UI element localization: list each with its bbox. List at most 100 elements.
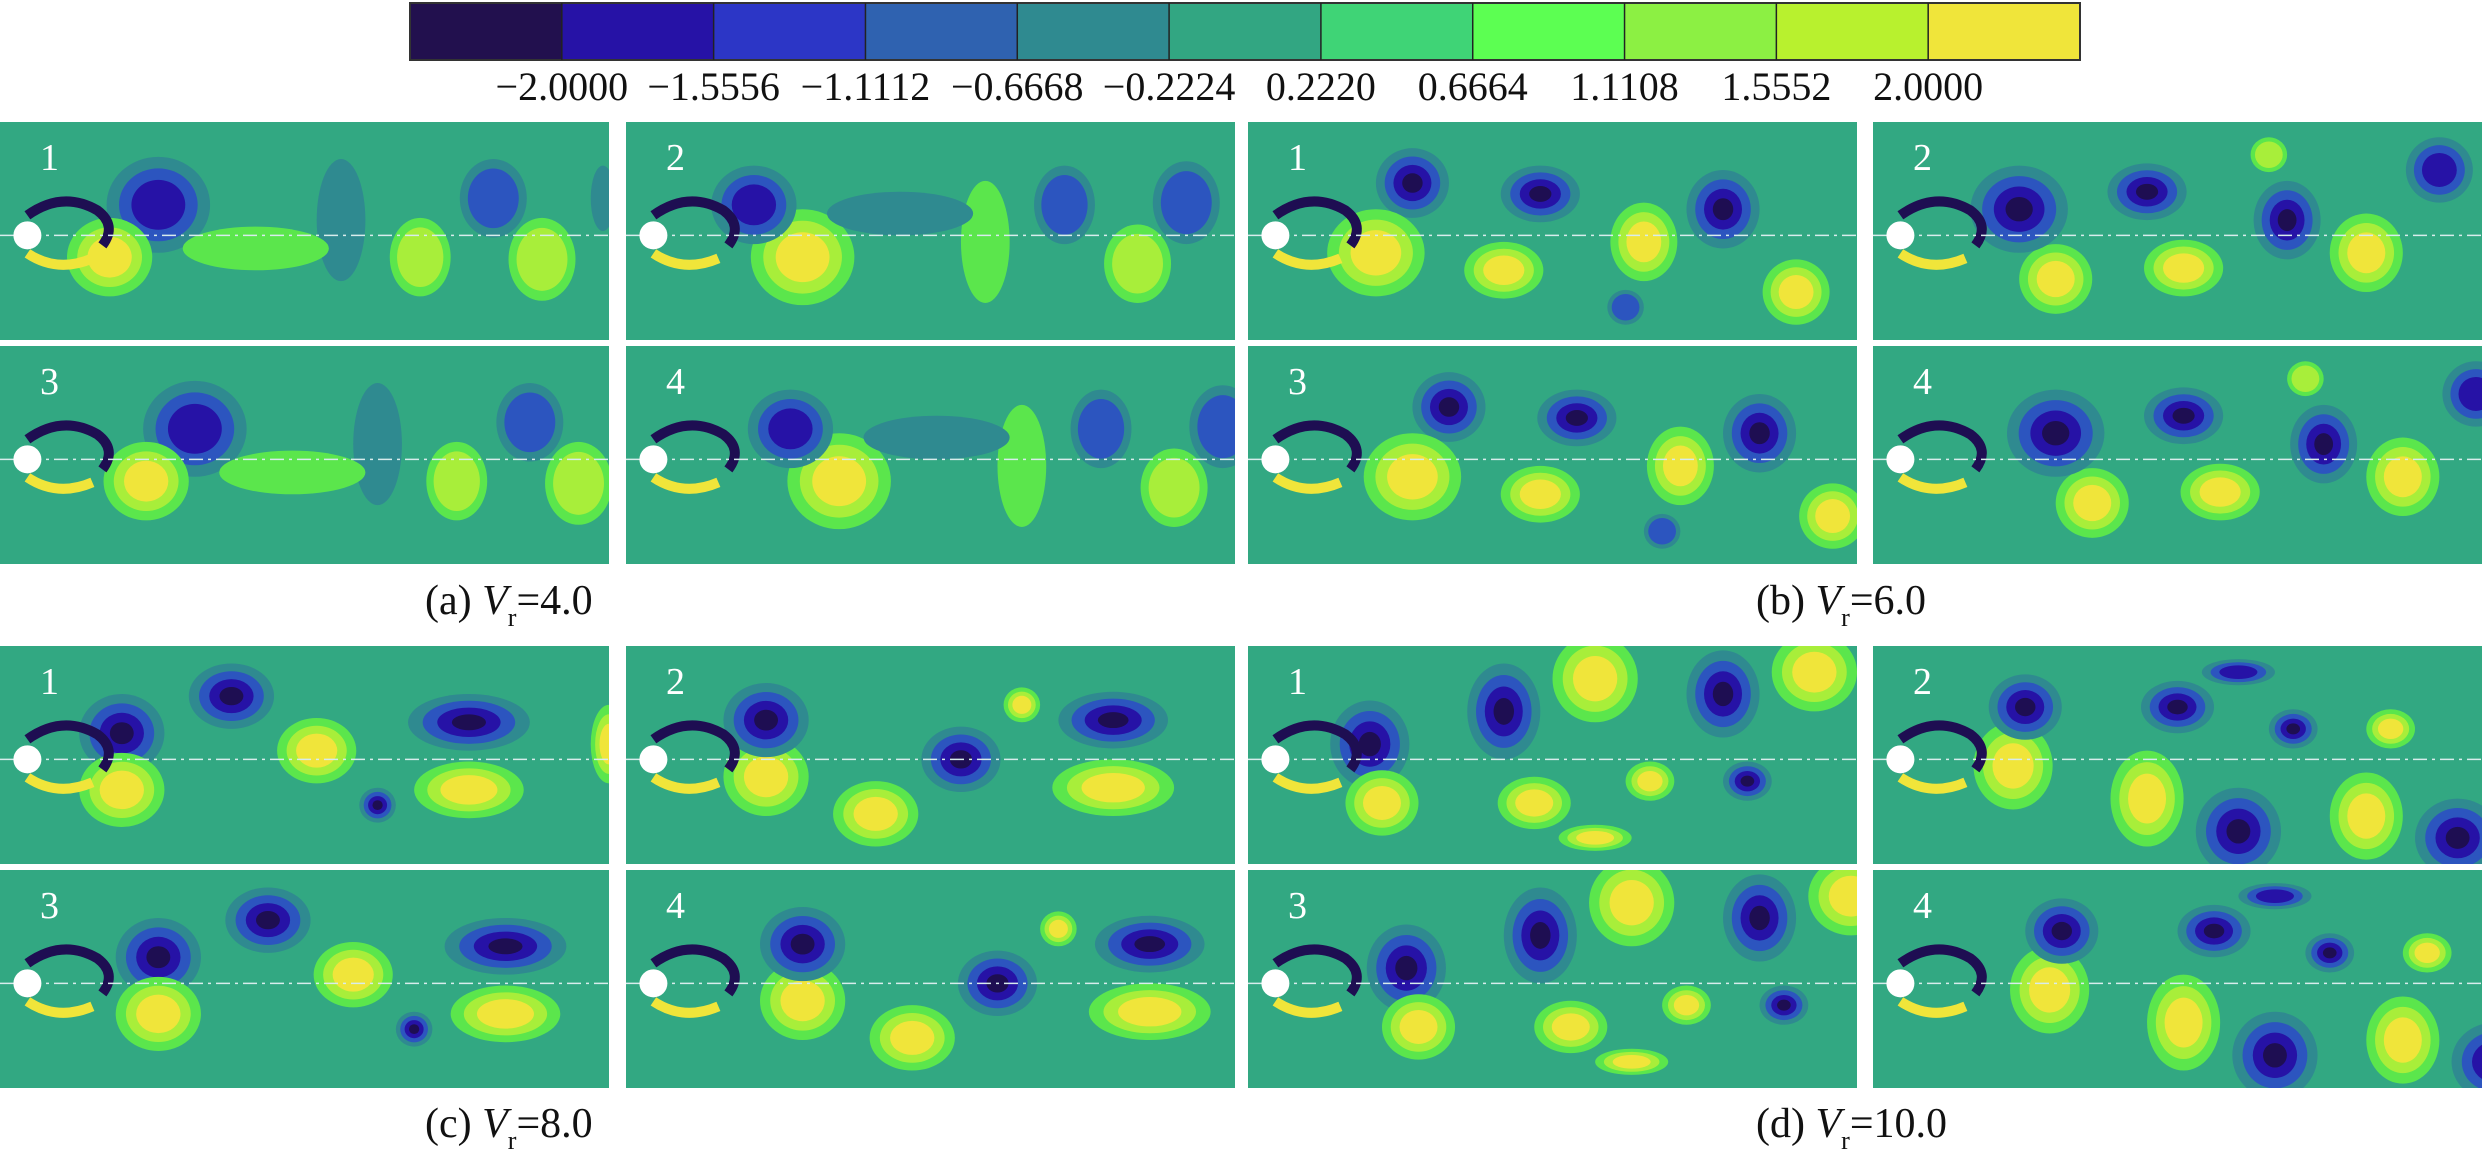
colorbar-segment (1624, 3, 1777, 60)
negative-vortex (1611, 294, 1640, 321)
shear-layer-negative (24, 420, 114, 473)
frame-number: 2 (666, 137, 685, 179)
shear-layer-positive (1272, 773, 1343, 794)
positive-vortex (332, 957, 374, 992)
negative-vortex (1749, 905, 1770, 931)
positive-vortex (960, 180, 1010, 303)
negative-vortex (316, 159, 366, 282)
caption-value: =6.0 (1850, 578, 1926, 624)
vorticity-frame: 4 (626, 870, 1235, 1088)
negative-vortex (1565, 410, 1588, 426)
positive-vortex (2073, 484, 2112, 522)
negative-vortex (2005, 196, 2033, 222)
negative-vortex (167, 403, 222, 454)
negative-vortex (256, 910, 280, 930)
shear-layer-positive (650, 249, 721, 270)
negative-vortex (2203, 923, 2225, 939)
positive-vortex (1778, 275, 1814, 310)
negative-vortex (1160, 171, 1212, 235)
shear-layer-positive (1272, 997, 1343, 1018)
negative-vortex (826, 191, 974, 236)
positive-vortex (2347, 793, 2386, 839)
panel-group-c: 1 2 3 4 (0, 646, 1235, 1088)
caption-symbol: V (1815, 1101, 1845, 1147)
vorticity-frame: 3 (1248, 346, 1857, 564)
negative-vortex (2172, 407, 2195, 424)
positive-vortex (780, 980, 825, 1022)
frame-number: 1 (1288, 661, 1307, 703)
negative-vortex (2167, 699, 2188, 715)
shear-layer-positive (650, 773, 721, 794)
panel-group-b: 1 2 3 4 (1248, 122, 2482, 564)
negative-vortex (1777, 999, 1791, 1011)
panel-caption: (b) Vr=6.0 (1756, 578, 1926, 632)
frame-background (0, 870, 609, 1088)
cylinder (1886, 745, 1915, 774)
colorbar-tick-label: −1.1112 (801, 64, 931, 109)
positive-vortex (2128, 773, 2167, 824)
positive-vortex (2383, 456, 2422, 498)
negative-vortex (1402, 173, 1423, 193)
positive-vortex (1815, 499, 1851, 534)
vorticity-frame: 4 (626, 346, 1235, 564)
colorbar-segment (713, 3, 866, 60)
shear-layer-negative (1897, 420, 1987, 473)
shear-layer-positive (24, 997, 95, 1018)
positive-vortex (2029, 967, 2071, 1013)
positive-vortex (599, 723, 609, 765)
cylinder (1886, 445, 1915, 474)
cylinder (13, 221, 42, 250)
cylinder (639, 445, 668, 474)
caption-subscript: r (1841, 603, 1850, 632)
panel-group-a: 1 2 3 4 (0, 122, 1235, 564)
negative-vortex (1712, 198, 1734, 221)
shear-layer-negative (1897, 720, 1987, 773)
colorbar: −2.0000 −1.5556 −1.1112 −0.6668 −0.2224 0.222… (409, 2, 2081, 109)
negative-vortex (1097, 712, 1129, 729)
positive-vortex (1081, 772, 1145, 803)
negative-vortex (2472, 1044, 2482, 1079)
colorbar-tick-label: −0.6668 (951, 64, 1084, 109)
caption-subscript: r (1841, 1126, 1850, 1155)
positive-vortex (433, 451, 480, 511)
vorticity-frame: 1 (1248, 122, 1857, 340)
colorbar-segment (1928, 3, 2081, 60)
shear-layer-negative (1272, 196, 1362, 249)
panel-caption: (d) Vr=10.0 (1756, 1101, 1947, 1155)
cylinder (13, 745, 42, 774)
frame-number: 1 (40, 137, 59, 179)
caption-value: =4.0 (516, 578, 592, 624)
positive-vortex (87, 236, 132, 278)
negative-vortex (372, 800, 383, 811)
negative-vortex (590, 165, 609, 231)
positive-vortex (890, 1020, 935, 1055)
negative-vortex (2226, 819, 2251, 844)
vorticity-frame: 4 (1873, 346, 2482, 564)
negative-vortex (1712, 681, 1734, 707)
shear-layer-negative (650, 720, 740, 773)
colorbar-tick-label: −1.5556 (647, 64, 780, 109)
panel-grid: 1 2 3 4 1 2 3 4 1 2 3 4 1 2 3 4 (0, 122, 2482, 1088)
positive-vortex (1792, 651, 1837, 693)
negative-vortex (2458, 376, 2482, 411)
positive-vortex (1048, 919, 1068, 938)
positive-vortex (743, 756, 789, 798)
negative-vortex (1740, 775, 1755, 787)
positive-vortex (1626, 221, 1662, 263)
cylinder (1261, 969, 1290, 998)
negative-vortex (1041, 175, 1088, 235)
colorbar-segment (410, 3, 563, 60)
positive-vortex (1399, 1009, 1438, 1044)
frame-number: 3 (40, 361, 59, 403)
positive-vortex (2164, 997, 2203, 1048)
positive-vortex (853, 796, 898, 831)
negative-vortex (2286, 723, 2301, 735)
colorbar-frame (409, 2, 2081, 61)
negative-vortex (131, 179, 186, 230)
negative-vortex (2042, 420, 2070, 446)
frame-number: 2 (1913, 137, 1932, 179)
positive-vortex (2383, 1017, 2422, 1063)
caption-prefix: (d) (1756, 1101, 1815, 1147)
cylinder (1261, 745, 1290, 774)
colorbar-segment (865, 3, 1018, 60)
